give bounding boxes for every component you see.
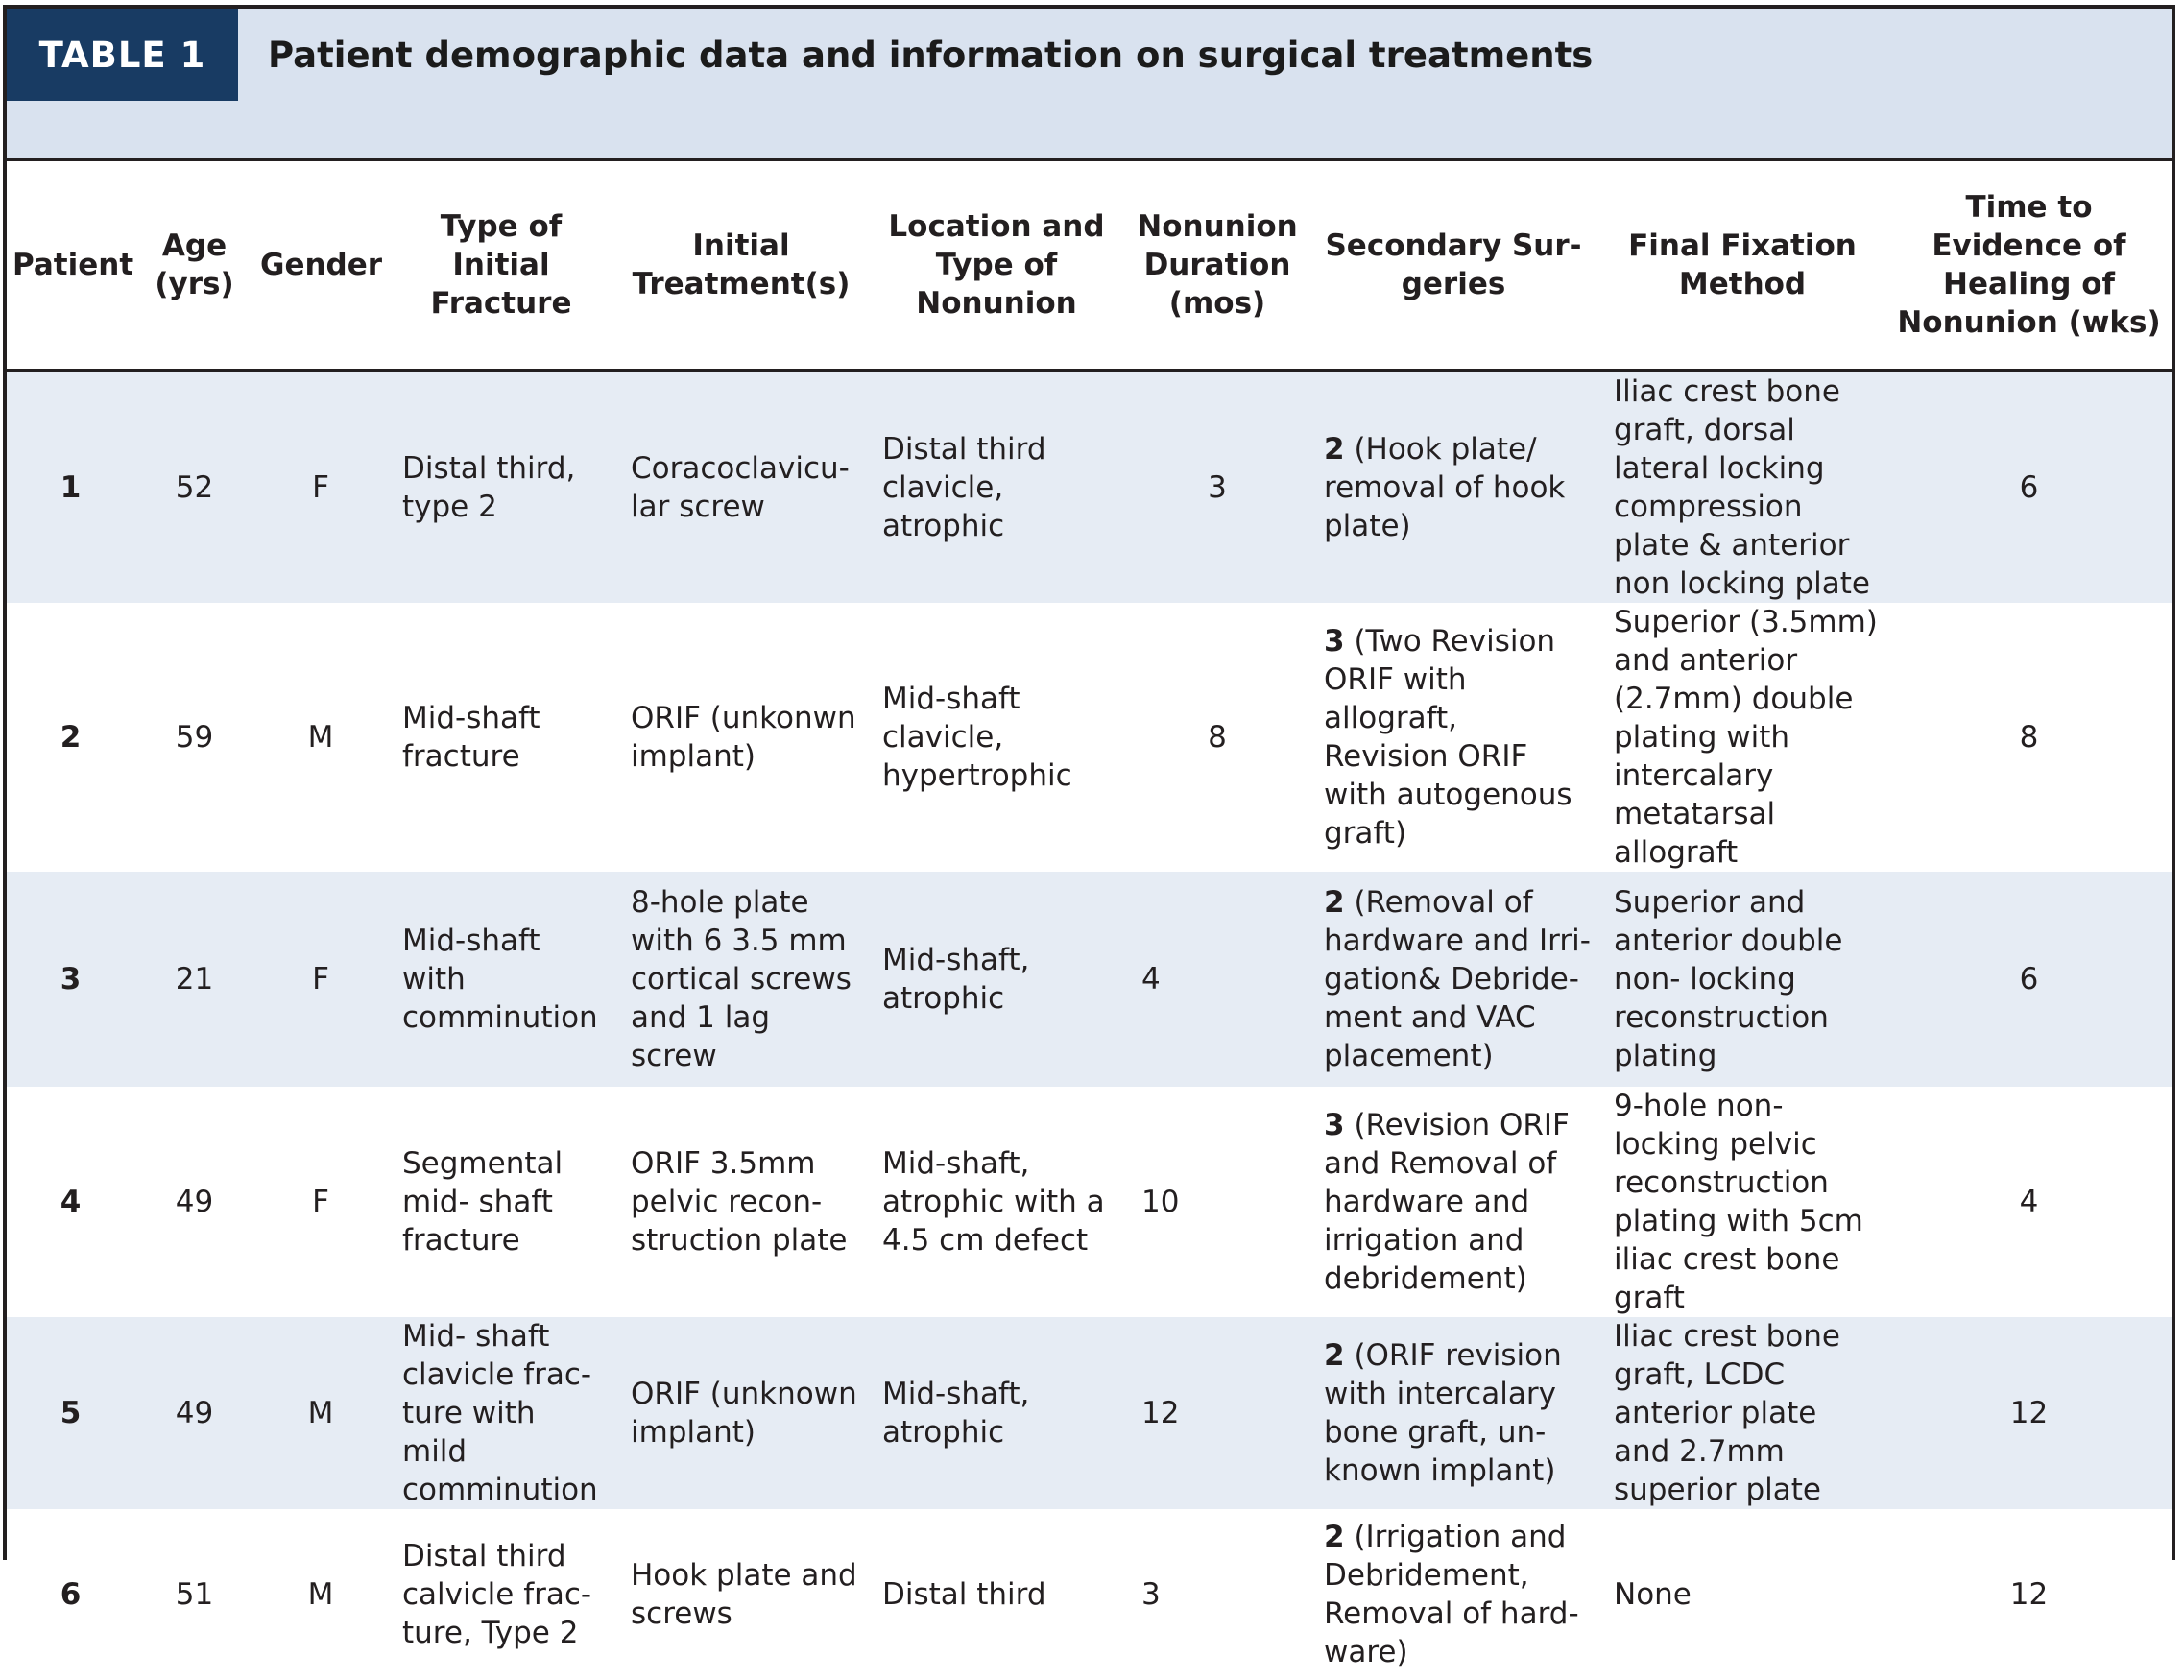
cell-secondary: 2 (Irrigation and Debridement, Removal o… <box>1308 1509 1598 1680</box>
cell-patient: 1 <box>7 371 134 603</box>
data-table: Patient Age (yrs) Gender Type of Initial… <box>7 161 2172 1680</box>
cell-initial-treatment: Coracoclavicu-lar screw <box>615 371 867 603</box>
cell-age: 49 <box>134 1087 254 1317</box>
secondary-detail: (Revision ORIF and Removal of hardware a… <box>1324 1108 1570 1296</box>
table-row: 4 49 F Segmental mid- shaft fracture ORI… <box>7 1087 2172 1317</box>
secondary-detail: (Irrigation and Debridement, Removal of … <box>1324 1520 1579 1669</box>
cell-location: Distal third <box>867 1509 1126 1680</box>
cell-final-fixation: Iliac crest bone graft, dorsal lateral l… <box>1598 371 1886 603</box>
table-row: 1 52 F Distal third, type 2 Coracoclavic… <box>7 371 2172 603</box>
cell-duration: 12 <box>1126 1317 1308 1509</box>
col-header-final-fixation: Final Fixation Method <box>1598 161 1886 372</box>
secondary-count: 2 <box>1324 432 1345 467</box>
cell-patient: 3 <box>7 872 134 1087</box>
cell-initial-treatment: ORIF (unknown implant) <box>615 1317 867 1509</box>
cell-duration: 8 <box>1126 603 1308 872</box>
cell-location: Distal third clavicle, atrophic <box>867 371 1126 603</box>
cell-age: 51 <box>134 1509 254 1680</box>
cell-duration: 4 <box>1126 872 1308 1087</box>
cell-location: Mid-shaft, atrophic <box>867 1317 1126 1509</box>
cell-gender: F <box>254 872 387 1087</box>
cell-fracture: Mid-shaft with comminution <box>387 872 615 1087</box>
cell-final-fixation: 9-hole non-locking pelvic reconstruction… <box>1598 1087 1886 1317</box>
cell-healing: 8 <box>1886 603 2172 872</box>
cell-healing: 12 <box>1886 1317 2172 1509</box>
cell-healing: 6 <box>1886 872 2172 1087</box>
cell-healing: 12 <box>1886 1509 2172 1680</box>
cell-fracture: Distal third calvicle frac-ture, Type 2 <box>387 1509 615 1680</box>
table-title: Patient demographic data and information… <box>268 34 1594 76</box>
cell-location: Mid-shaft, atrophic with a 4.5 cm defect <box>867 1087 1126 1317</box>
cell-fracture: Distal third, type 2 <box>387 371 615 603</box>
col-header-location: Location and Type of Nonunion <box>867 161 1126 372</box>
cell-fracture: Mid- shaft clavicle frac-ture with mild … <box>387 1317 615 1509</box>
cell-location: Mid-shaft, atrophic <box>867 872 1126 1087</box>
cell-fracture: Mid-shaft fracture <box>387 603 615 872</box>
cell-secondary: 3 (Revision ORIF and Removal of hardware… <box>1308 1087 1598 1317</box>
cell-secondary: 2 (ORIF revision with intercalary bone g… <box>1308 1317 1598 1509</box>
col-header-fracture: Type of Initial Fracture <box>387 161 615 372</box>
table-label: TABLE 1 <box>7 9 238 101</box>
col-header-initial-treatment: Initial Treatment(s) <box>615 161 867 372</box>
secondary-count: 2 <box>1324 1520 1345 1554</box>
cell-duration: 3 <box>1126 1509 1308 1680</box>
cell-secondary: 3 (Two Revision ORIF with allograft, Rev… <box>1308 603 1598 872</box>
secondary-count: 3 <box>1324 624 1345 659</box>
table-row: 2 59 M Mid-shaft fracture ORIF (unkonwn … <box>7 603 2172 872</box>
col-header-secondary: Secondary Sur-geries <box>1308 161 1598 372</box>
secondary-detail: (Hook plate/ removal of hook plate) <box>1324 432 1566 543</box>
cell-secondary: 2 (Removal of hardware and Irri-gation& … <box>1308 872 1598 1087</box>
cell-gender: M <box>254 603 387 872</box>
table-frame: TABLE 1 Patient demographic data and inf… <box>3 5 2175 1680</box>
col-header-gender: Gender <box>254 161 387 372</box>
cell-gender: M <box>254 1509 387 1680</box>
cell-initial-treatment: ORIF (unkonwn implant) <box>615 603 867 872</box>
cell-age: 59 <box>134 603 254 872</box>
column-header-row: Patient Age (yrs) Gender Type of Initial… <box>7 161 2172 372</box>
cell-final-fixation: Superior and anterior double non- lockin… <box>1598 872 1886 1087</box>
secondary-detail: (Removal of hardware and Irri-gation& De… <box>1324 885 1591 1073</box>
cell-secondary: 2 (Hook plate/ removal of hook plate) <box>1308 371 1598 603</box>
cell-age: 49 <box>134 1317 254 1509</box>
table-header-band: TABLE 1 Patient demographic data and inf… <box>7 9 2172 161</box>
cell-gender: F <box>254 371 387 603</box>
secondary-count: 3 <box>1324 1108 1345 1142</box>
cell-age: 52 <box>134 371 254 603</box>
col-header-duration: Nonunion Duration (mos) <box>1126 161 1308 372</box>
cell-duration: 10 <box>1126 1087 1308 1317</box>
table-row: 6 51 M Distal third calvicle frac-ture, … <box>7 1509 2172 1680</box>
col-header-healing: Time to Evidence of Healing of Nonunion … <box>1886 161 2172 372</box>
cell-healing: 6 <box>1886 371 2172 603</box>
cell-healing: 4 <box>1886 1087 2172 1317</box>
secondary-count: 2 <box>1324 1338 1345 1373</box>
table-row: 5 49 M Mid- shaft clavicle frac-ture wit… <box>7 1317 2172 1509</box>
cell-patient: 6 <box>7 1509 134 1680</box>
cell-patient: 4 <box>7 1087 134 1317</box>
cell-patient: 2 <box>7 603 134 872</box>
cell-initial-treatment: Hook plate and screws <box>615 1509 867 1680</box>
secondary-detail: (ORIF revision with intercalary bone gra… <box>1324 1338 1562 1488</box>
cell-patient: 5 <box>7 1317 134 1509</box>
col-header-age: Age (yrs) <box>134 161 254 372</box>
cell-age: 21 <box>134 872 254 1087</box>
secondary-detail: (Two Revision ORIF with allograft, Revis… <box>1324 624 1572 851</box>
table-row: 3 21 F Mid-shaft with comminution 8-hole… <box>7 872 2172 1087</box>
cell-location: Mid-shaft clavicle, hypertrophic <box>867 603 1126 872</box>
secondary-count: 2 <box>1324 885 1345 920</box>
cell-duration: 3 <box>1126 371 1308 603</box>
cell-gender: M <box>254 1317 387 1509</box>
cell-initial-treatment: 8-hole plate with 6 3.5 mm cortical scre… <box>615 872 867 1087</box>
cell-fracture: Segmental mid- shaft fracture <box>387 1087 615 1317</box>
col-header-patient: Patient <box>7 161 134 372</box>
cell-final-fixation: Iliac crest bone graft, LCDC anterior pl… <box>1598 1317 1886 1509</box>
cell-final-fixation: Superior (3.5mm) and anterior (2.7mm) do… <box>1598 603 1886 872</box>
cell-final-fixation: None <box>1598 1509 1886 1680</box>
cell-initial-treatment: ORIF 3.5mm pelvic recon-struction plate <box>615 1087 867 1317</box>
cell-gender: F <box>254 1087 387 1317</box>
